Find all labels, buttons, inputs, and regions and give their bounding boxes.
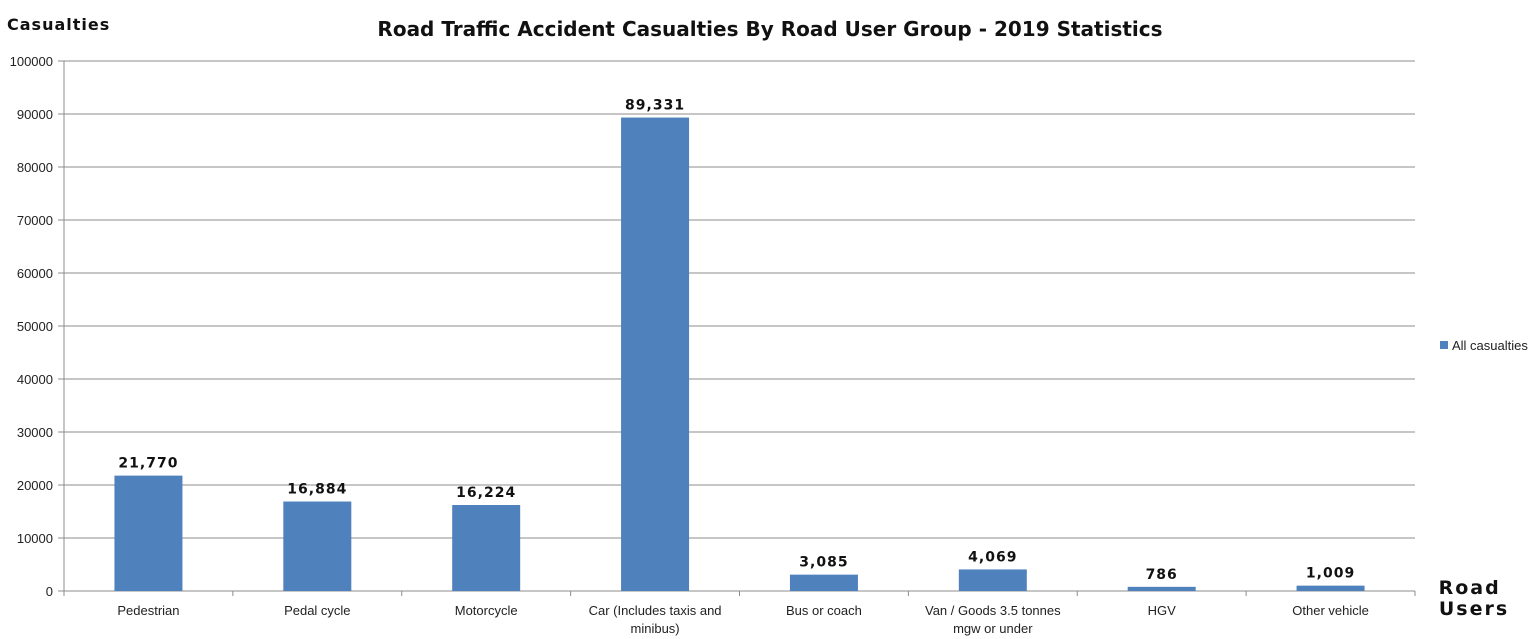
y-tick-label: 100000 xyxy=(10,54,53,69)
data-label: 4,069 xyxy=(968,549,1017,565)
x-tick-label: Bus or coach xyxy=(786,603,862,618)
y-tick-label: 30000 xyxy=(17,425,53,440)
y-tick-label: 70000 xyxy=(17,213,53,228)
x-axis-label-line: Road xyxy=(1439,577,1501,599)
x-axis-label-line: Users xyxy=(1439,598,1509,620)
x-tick-label-line: Pedal cycle xyxy=(284,603,350,618)
bar xyxy=(1296,585,1365,591)
data-label: 1,009 xyxy=(1306,566,1355,582)
x-tick-label: Pedal cycle xyxy=(284,603,350,618)
x-tick-label: Other vehicle xyxy=(1292,603,1369,618)
x-tick-label: Pedestrian xyxy=(117,603,179,618)
data-label: 16,884 xyxy=(287,482,347,498)
x-tick-label-line: mgw or under xyxy=(953,621,1033,636)
x-tick-label-line: Pedestrian xyxy=(117,603,179,618)
y-tick-label: 40000 xyxy=(17,372,53,387)
x-axis-label: Road Users xyxy=(1439,577,1510,620)
legend-label: All casualties xyxy=(1452,338,1528,353)
y-tick-label: 0 xyxy=(46,584,53,599)
data-label: 16,224 xyxy=(456,485,516,501)
chart-title: Road Traffic Accident Casualties By Road… xyxy=(377,17,1162,41)
x-tick-label: Motorcycle xyxy=(455,603,518,618)
x-tick-label: Van / Goods 3.5 tonnes mgw or under xyxy=(925,603,1061,636)
gridlines xyxy=(58,60,1416,596)
x-tick-label-line: HGV xyxy=(1148,603,1177,618)
y-axis-label: Casualties xyxy=(7,15,110,34)
x-tick-label-line: Bus or coach xyxy=(786,603,862,618)
y-tick-label: 20000 xyxy=(17,478,53,493)
y-tick-label: 80000 xyxy=(17,160,53,175)
bar xyxy=(114,475,183,591)
y-axis-ticks: 0 10000 20000 30000 40000 50000 60000 70000 8000… xyxy=(10,54,53,599)
x-axis-ticks: Pedestrian Pedal cycle Motorcycle Car (Incl… xyxy=(117,603,1369,636)
data-label: 89,331 xyxy=(625,98,685,114)
data-label: 21,770 xyxy=(118,456,178,472)
y-tick-label: 10000 xyxy=(17,531,53,546)
bar xyxy=(1127,586,1196,591)
data-label: 3,085 xyxy=(799,555,848,571)
y-tick-label: 90000 xyxy=(17,107,53,122)
y-tick-label: 60000 xyxy=(17,266,53,281)
x-tick-label-line: Car (Includes taxis and xyxy=(589,603,722,618)
legend: All casualties xyxy=(1440,338,1528,353)
x-tick-label: HGV xyxy=(1148,603,1177,618)
bars xyxy=(114,117,1365,591)
bar xyxy=(452,505,521,591)
data-label: 786 xyxy=(1146,567,1178,583)
data-labels: 21,770 16,884 16,224 89,331 3,085 4,069 786 1,0… xyxy=(118,98,1355,583)
x-tick-label-line: Van / Goods 3.5 tonnes xyxy=(925,603,1061,618)
x-tick-label-line: minibus) xyxy=(631,621,680,636)
bar xyxy=(621,117,690,591)
y-tick-label: 50000 xyxy=(17,319,53,334)
legend-swatch xyxy=(1440,341,1448,349)
bar xyxy=(283,501,352,591)
bar xyxy=(958,569,1027,591)
x-tick-label-line: Motorcycle xyxy=(455,603,518,618)
x-tick-label-line: Other vehicle xyxy=(1292,603,1369,618)
bar xyxy=(789,574,858,591)
x-tick-label: Car (Includes taxis and minibus) xyxy=(589,603,722,636)
